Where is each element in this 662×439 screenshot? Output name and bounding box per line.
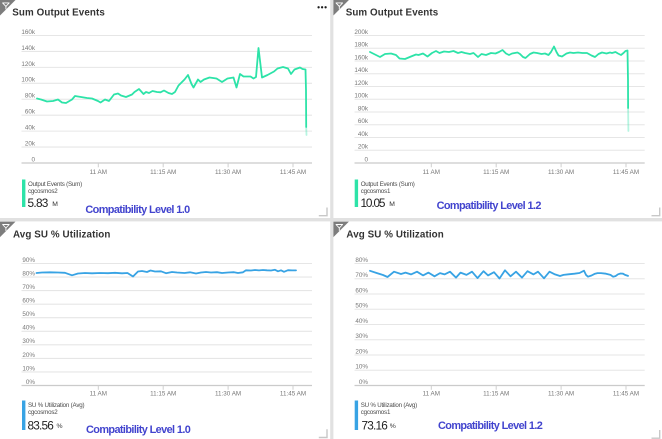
- svg-text:11 AM: 11 AM: [423, 169, 440, 176]
- svg-text:70%: 70%: [355, 272, 368, 279]
- svg-text:cgcosmos1: cgcosmos1: [361, 409, 391, 416]
- svg-text:20%: 20%: [355, 348, 368, 355]
- svg-text:Compatibility Level 1.0: Compatibility Level 1.0: [86, 424, 191, 436]
- svg-text:11 AM: 11 AM: [423, 390, 440, 397]
- svg-text:30%: 30%: [22, 338, 35, 345]
- svg-text:5.83: 5.83: [28, 196, 49, 210]
- svg-text:60k: 60k: [358, 118, 369, 125]
- svg-text:50%: 50%: [22, 311, 35, 318]
- svg-text:10%: 10%: [355, 364, 368, 371]
- svg-text:70%: 70%: [22, 284, 35, 291]
- svg-text:11:15 AM: 11:15 AM: [150, 169, 176, 176]
- svg-text:11:30 AM: 11:30 AM: [548, 390, 574, 397]
- svg-text:120k: 120k: [21, 61, 36, 68]
- svg-text:0: 0: [364, 156, 368, 163]
- svg-text:SU % Utilization (Avg): SU % Utilization (Avg): [361, 402, 417, 409]
- svg-text:83.56: 83.56: [28, 418, 55, 432]
- svg-text:100k: 100k: [21, 77, 36, 84]
- svg-text:140k: 140k: [21, 45, 36, 52]
- svg-text:140k: 140k: [354, 67, 369, 74]
- svg-text:11:30 AM: 11:30 AM: [548, 169, 574, 176]
- svg-text:20k: 20k: [25, 140, 36, 147]
- svg-text:80k: 80k: [358, 105, 369, 112]
- svg-text:11:45 AM: 11:45 AM: [613, 390, 639, 397]
- svg-text:11:30 AM: 11:30 AM: [215, 169, 241, 176]
- svg-text:Avg SU % Utilization: Avg SU % Utilization: [346, 229, 443, 240]
- svg-text:50%: 50%: [355, 303, 368, 310]
- svg-text:Compatibility Level 1.2: Compatibility Level 1.2: [438, 420, 543, 432]
- svg-text:SU % Utilization (Avg): SU % Utilization (Avg): [28, 402, 84, 409]
- svg-text:80%: 80%: [355, 257, 368, 264]
- svg-text:Compatibility Level 1.2: Compatibility Level 1.2: [437, 200, 542, 212]
- svg-text:11:15 AM: 11:15 AM: [150, 390, 176, 397]
- svg-text:11:15 AM: 11:15 AM: [483, 169, 509, 176]
- svg-text:40%: 40%: [355, 318, 368, 325]
- svg-text:73.16: 73.16: [362, 418, 389, 432]
- svg-text:Output Events (Sum): Output Events (Sum): [361, 181, 415, 188]
- svg-text:20k: 20k: [358, 144, 369, 151]
- svg-text:M: M: [52, 201, 58, 208]
- svg-text:80%: 80%: [22, 270, 35, 277]
- svg-text:%: %: [57, 423, 63, 430]
- svg-text:40%: 40%: [22, 325, 35, 332]
- svg-text:20%: 20%: [22, 352, 35, 359]
- svg-text:40k: 40k: [358, 131, 369, 138]
- svg-text:cgcosmos2: cgcosmos2: [28, 188, 58, 195]
- svg-text:0: 0: [31, 156, 35, 163]
- svg-text:Sum Output Events: Sum Output Events: [346, 7, 439, 18]
- svg-text:Sum Output Events: Sum Output Events: [12, 7, 105, 18]
- svg-text:11 AM: 11 AM: [90, 390, 107, 397]
- svg-text:11:15 AM: 11:15 AM: [483, 390, 509, 397]
- svg-text:10%: 10%: [22, 365, 35, 372]
- svg-text:0%: 0%: [26, 379, 36, 386]
- svg-text:cgcosmos1: cgcosmos1: [361, 188, 391, 195]
- svg-text:60k: 60k: [25, 109, 36, 116]
- svg-text:Avg SU % Utilization: Avg SU % Utilization: [13, 229, 110, 240]
- svg-text:160k: 160k: [21, 29, 36, 36]
- svg-text:11:45 AM: 11:45 AM: [280, 169, 306, 176]
- svg-text:90%: 90%: [22, 257, 35, 264]
- svg-text:cgcosmos2: cgcosmos2: [28, 409, 58, 416]
- svg-text:11:45 AM: 11:45 AM: [280, 390, 306, 397]
- svg-text:0%: 0%: [359, 379, 369, 386]
- svg-text:Output Events (Sum): Output Events (Sum): [28, 181, 82, 188]
- svg-text:60%: 60%: [22, 298, 35, 305]
- svg-text:11:45 AM: 11:45 AM: [613, 169, 639, 176]
- svg-text:10.05: 10.05: [361, 196, 386, 210]
- svg-text:160k: 160k: [354, 54, 369, 61]
- svg-text:M: M: [389, 201, 395, 208]
- svg-text:%: %: [390, 423, 396, 430]
- svg-text:200k: 200k: [354, 29, 369, 36]
- svg-text:100k: 100k: [354, 93, 369, 100]
- svg-text:Compatibility Level 1.0: Compatibility Level 1.0: [85, 204, 190, 216]
- svg-text:120k: 120k: [354, 80, 369, 87]
- svg-text:180k: 180k: [354, 42, 369, 49]
- svg-text:30%: 30%: [355, 333, 368, 340]
- svg-text:80k: 80k: [25, 93, 36, 100]
- svg-text:11 AM: 11 AM: [90, 169, 107, 176]
- svg-text:60%: 60%: [355, 287, 368, 294]
- svg-text:40k: 40k: [25, 125, 36, 132]
- svg-text:11:30 AM: 11:30 AM: [215, 390, 241, 397]
